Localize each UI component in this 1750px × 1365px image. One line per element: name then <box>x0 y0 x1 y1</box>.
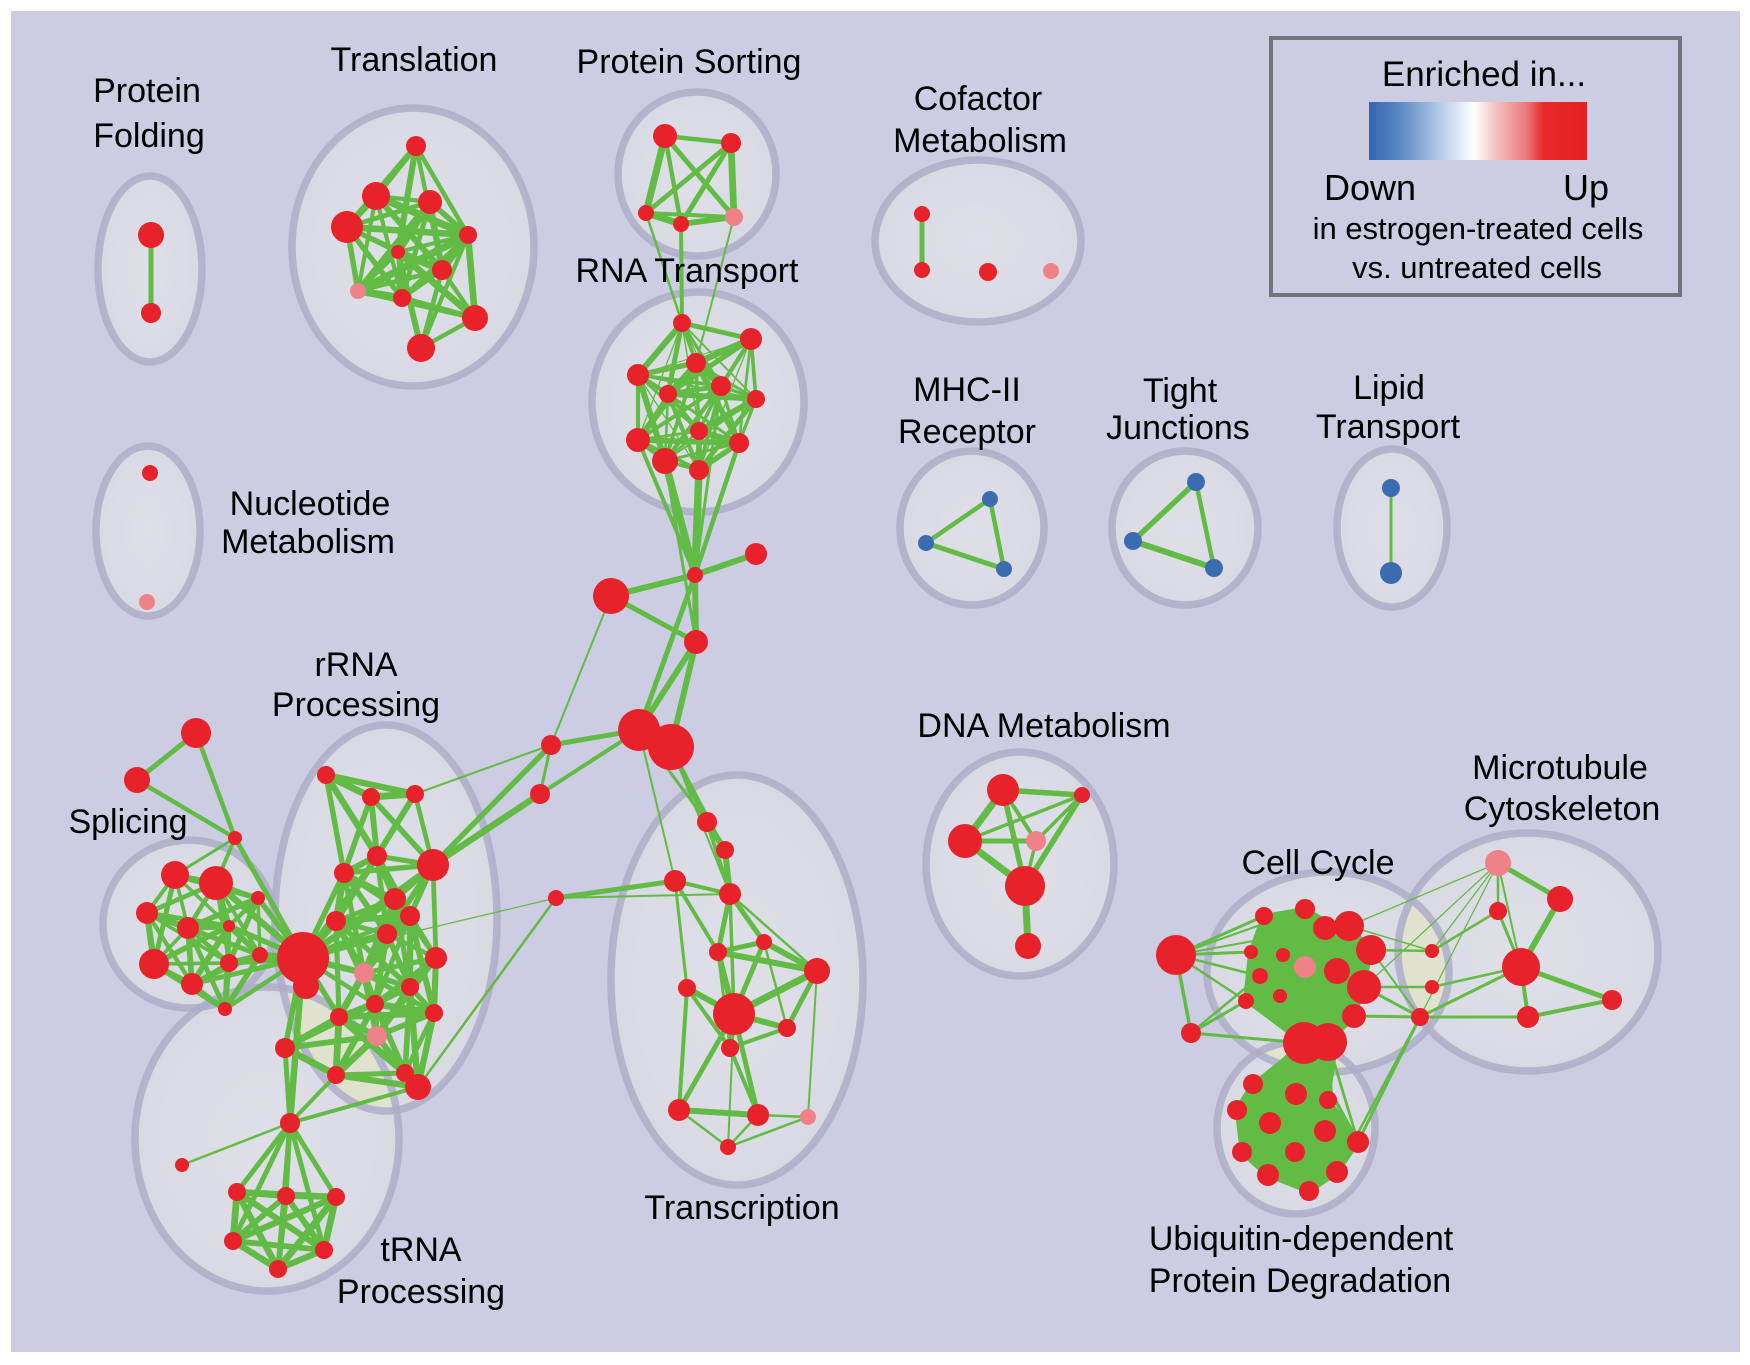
svg-text:Up: Up <box>1563 167 1609 208</box>
svg-text:MHC-II: MHC-II <box>913 371 1021 409</box>
svg-text:Transport: Transport <box>1316 408 1461 446</box>
svg-text:tRNA: tRNA <box>380 1231 462 1269</box>
svg-text:Protein Sorting: Protein Sorting <box>577 43 802 81</box>
svg-text:Protein Degradation: Protein Degradation <box>1149 1262 1451 1300</box>
svg-text:Folding: Folding <box>93 117 205 155</box>
svg-text:vs. untreated cells: vs. untreated cells <box>1352 250 1602 285</box>
svg-text:Processing: Processing <box>272 686 440 724</box>
svg-text:Translation: Translation <box>331 41 498 79</box>
svg-text:Splicing: Splicing <box>68 803 187 841</box>
svg-text:Cell Cycle: Cell Cycle <box>1241 844 1394 882</box>
svg-text:Lipid: Lipid <box>1353 369 1425 407</box>
svg-text:Metabolism: Metabolism <box>221 523 395 561</box>
svg-text:in estrogen-treated cells: in estrogen-treated cells <box>1313 211 1644 246</box>
svg-text:Microtubule: Microtubule <box>1472 749 1648 787</box>
svg-text:Ubiquitin-dependent: Ubiquitin-dependent <box>1149 1220 1454 1258</box>
svg-text:Down: Down <box>1324 167 1416 208</box>
svg-text:Nucleotide: Nucleotide <box>230 485 391 523</box>
svg-text:Junctions: Junctions <box>1106 409 1250 447</box>
svg-text:rRNA: rRNA <box>314 646 397 684</box>
svg-text:Cytoskeleton: Cytoskeleton <box>1464 790 1661 828</box>
svg-text:RNA Transport: RNA Transport <box>576 252 800 290</box>
svg-text:Transcription: Transcription <box>644 1189 839 1227</box>
svg-text:Cofactor: Cofactor <box>914 80 1043 118</box>
svg-text:DNA Metabolism: DNA Metabolism <box>917 707 1170 745</box>
svg-text:Enriched in...: Enriched in... <box>1382 55 1586 94</box>
svg-text:Tight: Tight <box>1143 372 1218 410</box>
svg-text:Protein: Protein <box>93 72 201 110</box>
svg-text:Metabolism: Metabolism <box>893 122 1067 160</box>
svg-text:Receptor: Receptor <box>898 413 1036 451</box>
svg-text:Processing: Processing <box>337 1273 505 1311</box>
